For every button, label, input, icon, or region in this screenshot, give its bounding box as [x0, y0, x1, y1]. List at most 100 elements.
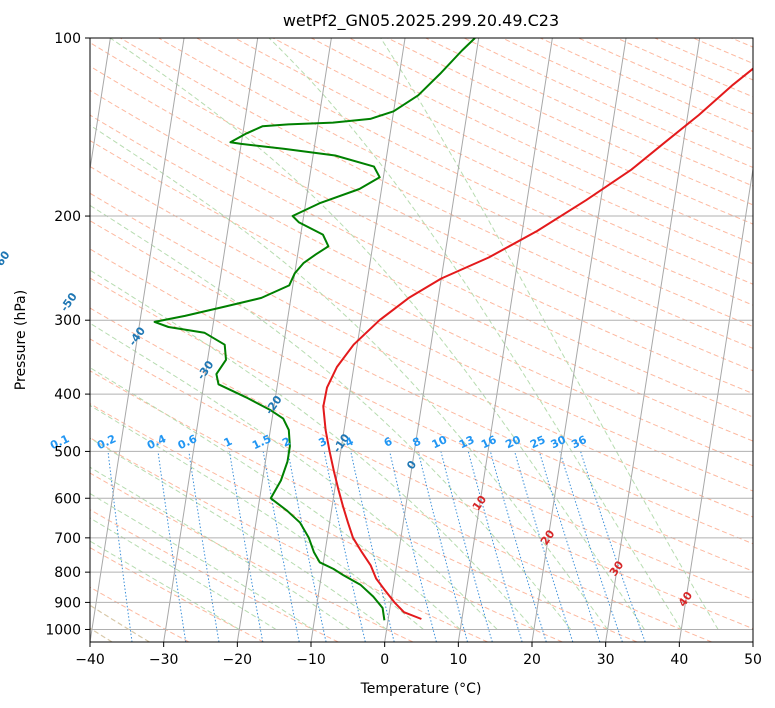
mixing-ratio-line: [350, 451, 395, 642]
mixing-ratio-label: 6: [382, 435, 395, 450]
dry-adiabat: [90, 307, 753, 630]
dry-adiabat: [311, 38, 753, 245]
dry-adiabat: [120, 38, 753, 349]
y-tick-label: 300: [54, 313, 81, 329]
data-series: [153, 38, 753, 621]
dry-adiabat: [90, 139, 753, 467]
dry-adiabat: [90, 437, 488, 642]
y-tick-label: 700: [54, 531, 81, 547]
moist-adiabat: [90, 404, 424, 630]
moist-adiabat: [90, 322, 498, 630]
dry-adiabat: [349, 38, 753, 225]
x-tick-label: 10: [449, 652, 467, 668]
mixing-ratio-line: [467, 451, 523, 642]
dry-adiabat: [272, 38, 753, 265]
dry-adiabat: [90, 277, 753, 601]
y-tick-label: 200: [54, 209, 81, 225]
isotherm-line: [163, 38, 259, 642]
moist-adiabat: [109, 38, 645, 630]
dry-adiabat: [501, 38, 753, 150]
isotherm-line: [457, 38, 553, 642]
dry-adiabat: [158, 38, 753, 328]
y-tick-label: 1000: [45, 622, 81, 638]
chart-title: wetPf2_GN05.2025.299.20.49.C23: [283, 11, 559, 31]
isotherm-label: 40: [676, 589, 696, 609]
moist-adiabat: [90, 540, 240, 630]
dry-adiabat: [90, 370, 638, 642]
x-tick-label: 40: [670, 652, 688, 668]
moist-adiabat: [90, 124, 609, 630]
mixing-ratio-line: [389, 451, 437, 642]
moist-adiabat: [90, 466, 351, 630]
moist-adiabat: [380, 38, 719, 630]
mixing-ratio-label: 30: [549, 433, 569, 451]
dry-adiabat: [90, 114, 753, 442]
background-lines: [90, 38, 775, 642]
dry-adiabat: [90, 509, 339, 642]
y-tick-label: 100: [54, 31, 81, 47]
mixing-ratio-label: 2: [280, 435, 292, 450]
isotherm-line: [90, 38, 111, 173]
x-tick-label: 30: [597, 652, 615, 668]
moist-adiabat: [90, 517, 277, 630]
dry-adiabat: [769, 38, 775, 642]
moist-adiabat: [90, 437, 387, 630]
dry-adiabat: [234, 38, 753, 285]
x-tick-label: 20: [523, 652, 541, 668]
y-tick-label: 400: [54, 387, 81, 403]
moist-adiabat: [90, 204, 572, 630]
mixing-ratio-line: [417, 451, 468, 642]
isotherm-label: 0: [404, 458, 419, 472]
moist-adiabat: [268, 38, 682, 630]
dry-adiabat: [90, 89, 753, 418]
temperature-profile: [322, 67, 753, 620]
mixing-ratio-line: [559, 451, 623, 642]
isotherm-label: -20: [263, 393, 285, 417]
mixing-ratio-line: [580, 451, 646, 642]
x-tick-label: −20: [223, 652, 253, 668]
mixing-ratio-label: 0.4: [145, 432, 168, 452]
isotherm-label: 30: [607, 558, 627, 578]
isotherm-label: -60: [0, 248, 13, 272]
y-tick-label: 500: [54, 444, 81, 460]
mixing-ratio-line: [489, 451, 547, 642]
isotherm-line: [236, 38, 332, 642]
isotherm-line: [605, 38, 701, 642]
dry-adiabat: [90, 547, 264, 642]
dry-adiabat: [196, 38, 753, 306]
x-tick-label: −10: [296, 652, 326, 668]
isotherm-line: [752, 638, 753, 642]
dry-adiabat: [387, 38, 753, 206]
mixing-ratio-label: 10: [430, 433, 450, 451]
dry-adiabat: [90, 248, 753, 572]
x-tick-label: −30: [149, 652, 179, 668]
dry-adiabat: [90, 65, 753, 395]
isotherm-line: [384, 38, 480, 642]
isotherm-label: -40: [126, 324, 148, 348]
x-axis-label: Temperature (°C): [360, 681, 482, 697]
dry-adiabat: [90, 192, 753, 518]
isotherm-label: 10: [470, 493, 490, 513]
axes: −40 −30 −20 −10 0 10 20 30 40 5010009008007006005…: [45, 31, 762, 668]
y-axis-label: Pressure (hPa): [13, 290, 29, 390]
x-tick-label: 50: [744, 652, 762, 668]
x-tick-label: −40: [75, 652, 105, 668]
isotherm-line: [531, 38, 627, 642]
dry-adiabat: [616, 38, 753, 98]
moist-adiabat: [90, 269, 535, 630]
mixing-ratio-label: 8: [411, 435, 423, 450]
mixing-ratio-label: 0.2: [95, 432, 118, 452]
mixing-ratio-line: [514, 451, 574, 642]
mixing-ratio-label: 20: [503, 433, 523, 451]
dry-adiabat: [90, 165, 753, 492]
y-tick-label: 800: [54, 565, 81, 581]
isotherm-line: [678, 165, 753, 642]
dry-adiabat: [540, 38, 753, 133]
mixing-ratio-label: 13: [457, 433, 476, 451]
mixing-ratio-label: 16: [479, 433, 499, 451]
mixing-ratio-line: [157, 451, 187, 642]
dewpoint-profile: [153, 38, 476, 621]
dry-adiabat: [90, 338, 712, 642]
isotherm-label: -30: [194, 358, 216, 382]
